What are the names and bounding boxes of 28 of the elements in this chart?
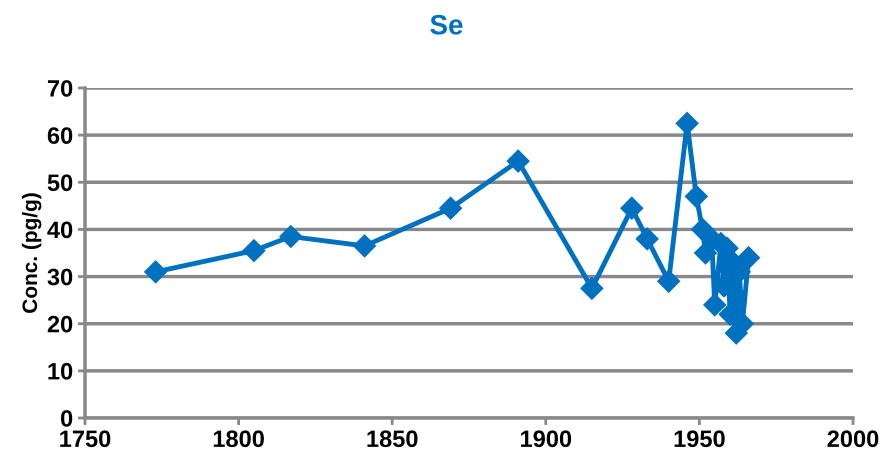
x-tick-label: 2000 [828,430,878,448]
point [636,227,659,250]
y-tick-label: 60 [48,127,72,144]
point [580,276,604,300]
point [657,270,680,293]
point [620,196,644,220]
x-tick-label: 1950 [674,430,725,448]
point [353,234,376,258]
y-axis-title: Conc. (pg/g) [22,193,42,313]
point [506,150,530,173]
x-tick-label: 1850 [367,430,418,448]
y-tick-label: 30 [47,268,72,286]
point [684,184,708,208]
x-tick-label: 1800 [214,430,264,448]
y-tick-label: 50 [48,174,72,192]
chart-title: Se [430,14,463,35]
y-tick-label: 70 [48,80,72,97]
point [737,246,760,270]
point [242,239,266,262]
y-tick-label: 20 [48,316,72,332]
y-tick-label: 0 [61,410,72,427]
y-tick-label: 10 [48,362,72,380]
x-tick-label: 1750 [60,430,110,448]
y-tick-label: 40 [47,221,72,238]
x-tick-label: 1900 [521,430,572,448]
point [144,260,168,284]
point [279,225,302,248]
point [439,196,462,220]
